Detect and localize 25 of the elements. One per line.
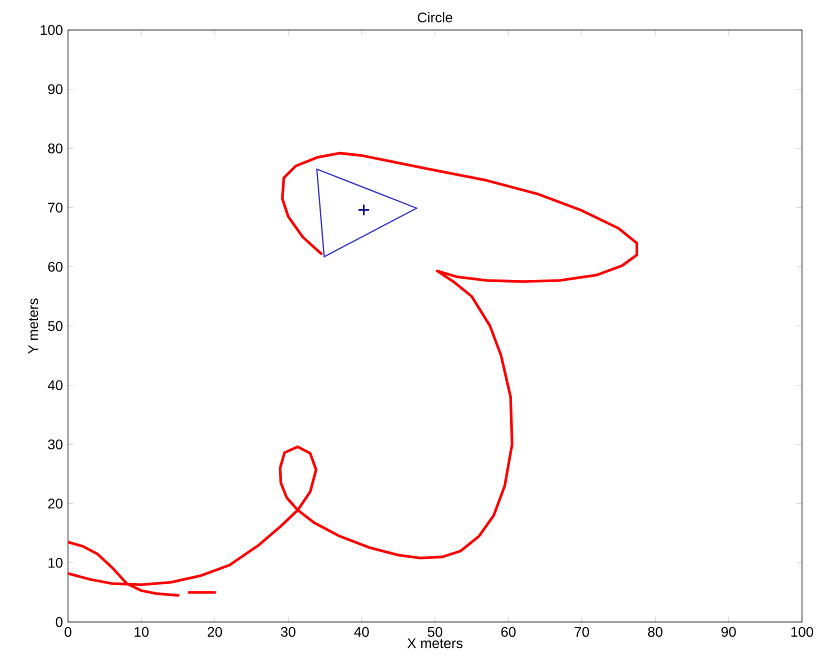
x-tick-label: 90	[721, 626, 736, 637]
x-tick-label: 40	[354, 626, 369, 637]
x-tick-label: 100	[791, 626, 814, 637]
x-tick-label: 70	[574, 626, 590, 637]
x-tick-label: 50	[428, 626, 442, 637]
x-tick-label: 0	[64, 626, 72, 637]
chart-title: Circle	[418, 12, 452, 22]
x-tick-label: 60	[501, 626, 516, 637]
y-tick-label: 50	[48, 321, 63, 331]
y-tick-label: 70	[48, 202, 63, 213]
y-tick-label: 30	[48, 439, 63, 450]
x-tick-label: 80	[648, 626, 662, 637]
y-tick-label: 60	[48, 262, 63, 272]
y-tick-label: 90	[48, 84, 63, 94]
y-tick-label: 100	[40, 25, 63, 35]
y-tick-label: 10	[48, 558, 63, 568]
y-tick-label: 20	[48, 498, 63, 509]
y-tick-label: 0	[56, 617, 63, 627]
x-tick-label: 20	[208, 626, 222, 637]
x-axis-title: X meters	[407, 638, 462, 648]
x-tick-label: 10	[134, 626, 149, 637]
x-tick-label: 30	[280, 626, 296, 637]
y-tick-label: 80	[48, 143, 63, 154]
y-axis-title: Y meters	[28, 298, 38, 354]
y-tick-label: 40	[48, 380, 63, 390]
